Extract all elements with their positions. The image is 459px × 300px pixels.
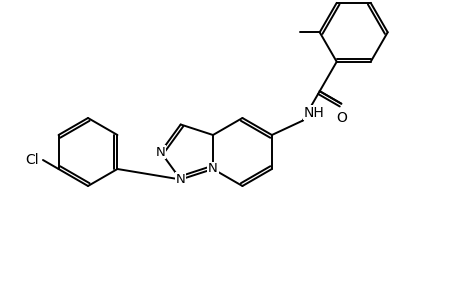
Text: N: N — [207, 163, 218, 176]
Text: NH: NH — [303, 106, 324, 120]
Text: N: N — [175, 173, 185, 186]
Text: Cl: Cl — [25, 153, 39, 167]
Text: O: O — [335, 111, 346, 125]
Text: N: N — [156, 146, 165, 158]
